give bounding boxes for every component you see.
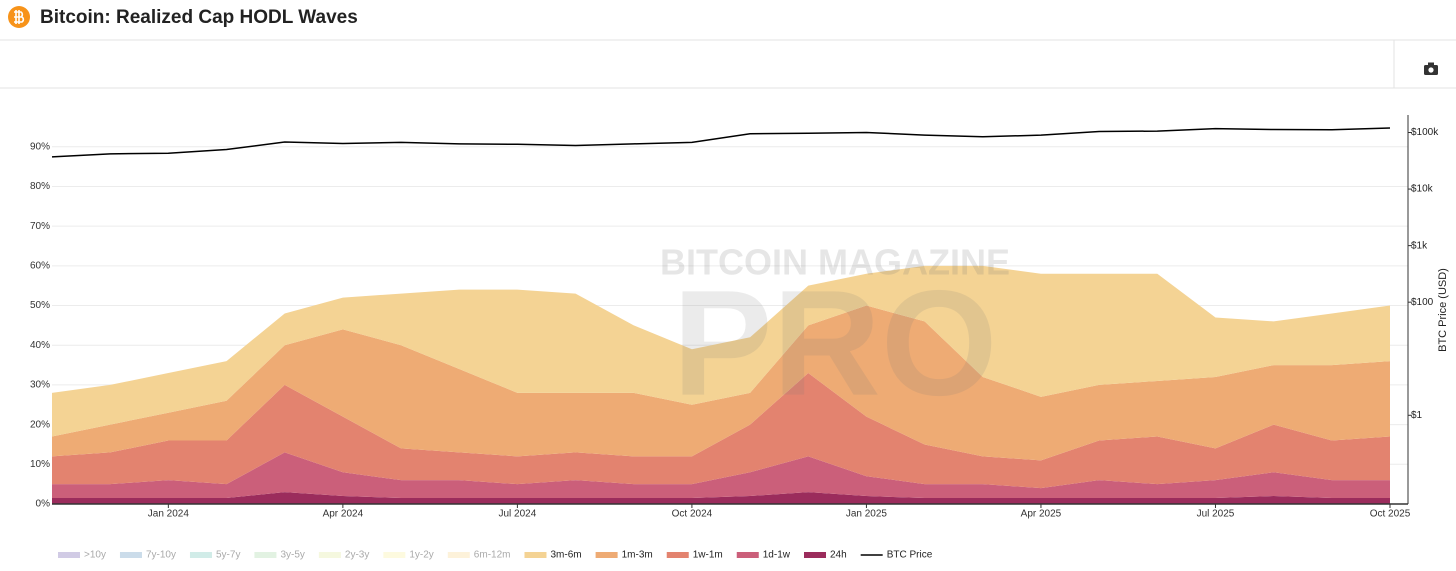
y-tick-label: 40% xyxy=(30,340,50,351)
x-tick-label: Jan 2024 xyxy=(148,509,190,520)
legend-label: 2y-3y xyxy=(345,550,369,561)
legend-item[interactable]: 2y-3y xyxy=(318,550,369,561)
legend-label: 1m-3m xyxy=(622,550,653,561)
legend-swatch xyxy=(736,552,759,558)
camera-button[interactable] xyxy=(1424,62,1438,76)
area-band xyxy=(52,265,1390,437)
legend-swatch xyxy=(666,552,689,558)
legend-item[interactable]: 5y-7y xyxy=(189,550,240,561)
y-tick-label: 60% xyxy=(30,260,50,271)
area-band xyxy=(52,452,1390,499)
legend-item[interactable]: 1d-1w xyxy=(736,550,791,561)
y2-tick-label: $10k xyxy=(1411,184,1434,195)
legend-item[interactable]: 3y-5y xyxy=(254,550,305,561)
legend-label: 1d-1w xyxy=(763,550,791,561)
y2-tick-label: $100k xyxy=(1411,127,1439,138)
x-tick-label: Jan 2025 xyxy=(846,509,888,520)
y-tick-label: 10% xyxy=(30,459,50,470)
legend-swatch xyxy=(254,552,277,558)
x-tick-label: Apr 2024 xyxy=(323,509,364,520)
price-line xyxy=(51,127,1391,158)
x-tick-label: Oct 2024 xyxy=(672,509,713,520)
legend-label: 24h xyxy=(830,550,847,561)
y2-tick-label: $100 xyxy=(1411,297,1434,308)
y-tick-label: 90% xyxy=(30,141,50,152)
legend-swatch xyxy=(447,552,470,558)
camera-top xyxy=(1428,62,1434,66)
legend-item[interactable]: 3m-6m xyxy=(524,550,582,561)
x-tick-label: Jul 2024 xyxy=(498,509,536,520)
y-tick-label: 20% xyxy=(30,419,50,430)
legend-label: 6m-12m xyxy=(474,550,511,561)
x-tick-label: Jul 2025 xyxy=(1197,509,1235,520)
legend-item[interactable]: 6m-12m xyxy=(447,550,511,561)
y2-axis-title: BTC Price (USD) xyxy=(1437,268,1449,352)
legend-swatch xyxy=(524,552,547,558)
legend-swatch xyxy=(189,552,212,558)
y-tick-label: 80% xyxy=(30,181,50,192)
legend-swatch xyxy=(119,552,142,558)
camera-lens xyxy=(1428,67,1434,73)
y-tick-label: 0% xyxy=(36,499,51,510)
legend-label: 5y-7y xyxy=(216,550,240,561)
legend-label: 7y-10y xyxy=(146,550,176,561)
legend-swatch xyxy=(595,552,618,558)
legend-swatch xyxy=(58,552,80,558)
chart-title: Bitcoin: Realized Cap HODL Waves xyxy=(40,7,358,28)
legend-swatch xyxy=(383,552,406,558)
area-band xyxy=(52,305,1390,461)
legend-item[interactable]: 1w-1m xyxy=(666,550,723,561)
y-tick-label: 70% xyxy=(30,221,50,232)
legend-label: >10y xyxy=(84,550,106,561)
legend-swatch xyxy=(318,552,341,558)
bitcoin-icon-glyph xyxy=(14,10,25,24)
legend-label: BTC Price xyxy=(887,550,933,561)
legend-item[interactable]: 1m-3m xyxy=(595,550,653,561)
area-band xyxy=(52,373,1390,489)
plot-area: 0% 10% 20% 30% 40% 50% 60% 70% 80% 90% BITCOIN MAG… xyxy=(30,115,1449,561)
legend-swatch xyxy=(804,552,826,558)
legend-item[interactable]: >10y xyxy=(58,550,106,561)
legend-label: 1y-2y xyxy=(409,550,433,561)
x-tick-label: Apr 2025 xyxy=(1021,509,1062,520)
legend-label: 3m-6m xyxy=(550,550,581,561)
legend-item[interactable]: BTC Price xyxy=(860,550,933,561)
x-tick-label: Oct 2025 xyxy=(1370,509,1411,520)
legend-item[interactable]: 24h xyxy=(804,550,847,561)
watermark: BITCOIN MAGAZINE xyxy=(660,242,1010,283)
legend-item[interactable]: 7y-10y xyxy=(119,550,176,561)
legend-label: 3y-5y xyxy=(280,550,304,561)
legend-label: 1w-1m xyxy=(693,550,723,561)
y2-tick-label: $1k xyxy=(1411,240,1428,251)
y-tick-label: 50% xyxy=(30,300,50,311)
legend-item[interactable]: 1y-2y xyxy=(383,550,434,561)
watermark: PRO xyxy=(672,259,997,427)
y-tick-label: 30% xyxy=(30,380,50,391)
y2-tick-label: $1 xyxy=(1411,410,1423,421)
area-band xyxy=(52,492,1390,504)
